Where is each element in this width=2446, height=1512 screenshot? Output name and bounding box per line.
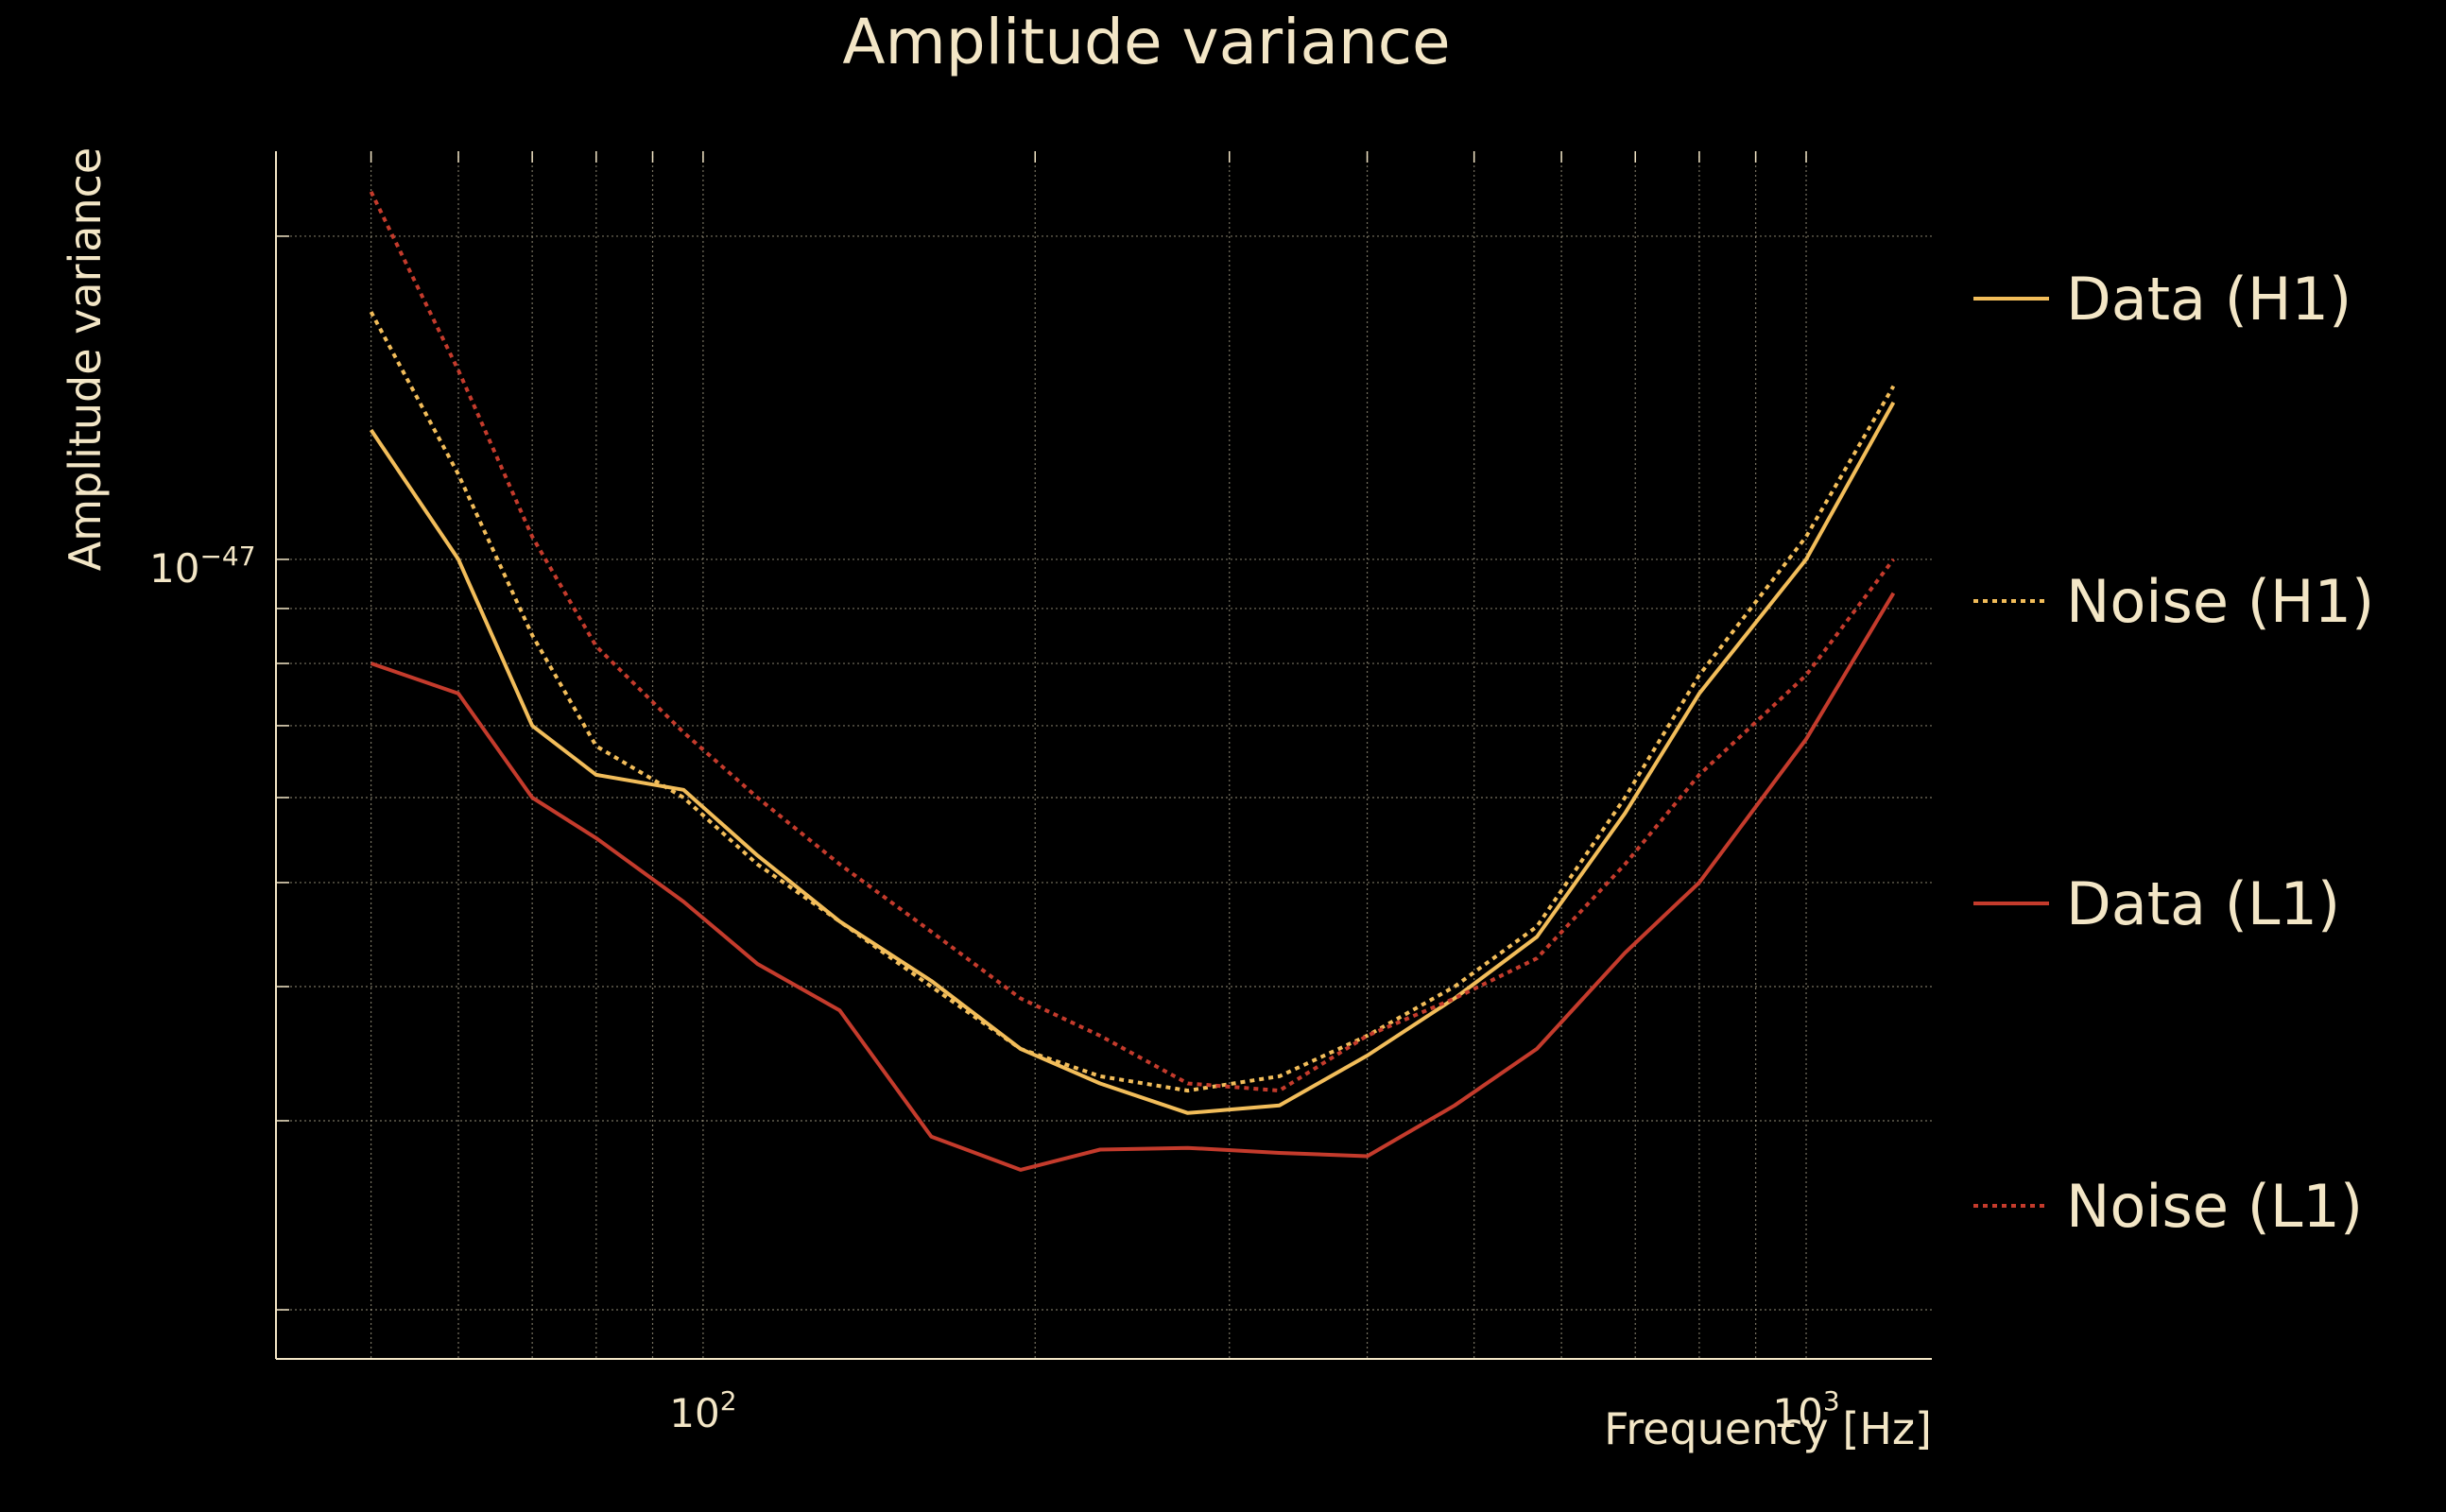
- series-line-1: [369, 311, 1896, 1093]
- y-axis-label: Amplitude variance: [60, 147, 111, 571]
- series-lines: [369, 191, 1896, 1172]
- y-tick-label: 10−47: [149, 541, 256, 592]
- series-line-0: [369, 401, 1896, 1115]
- x-axis-label: Frequency [Hz]: [1604, 1403, 1932, 1454]
- tick-labels: 102 103 10−47: [149, 541, 1840, 1436]
- grid: [276, 151, 1932, 1359]
- x-tick-label: 103: [1772, 1385, 1839, 1436]
- chart-title: Amplitude variance: [842, 6, 1450, 78]
- x-tick-label: 102: [669, 1385, 736, 1436]
- legend-label-0: Data (H1): [2066, 265, 2351, 334]
- legend-label-3: Noise (L1): [2066, 1172, 2363, 1241]
- legend-label-2: Data (L1): [2066, 869, 2340, 938]
- legend-label-1: Noise (H1): [2066, 567, 2374, 636]
- axes: [275, 151, 1932, 1360]
- series-line-3: [369, 191, 1895, 1093]
- legend: Data (H1) Noise (H1) Data (L1) Noise (L1): [1973, 265, 2374, 1241]
- series-line-2: [370, 592, 1896, 1172]
